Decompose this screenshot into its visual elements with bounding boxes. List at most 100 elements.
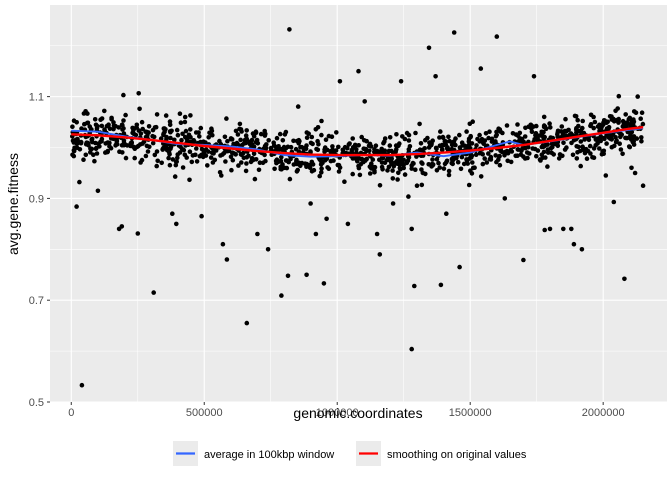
data-point <box>473 152 479 157</box>
data-point <box>94 145 99 151</box>
data-point <box>509 149 515 154</box>
data-point <box>372 149 377 155</box>
x-tick-label: 1500000 <box>449 407 492 419</box>
data-point <box>446 134 451 140</box>
data-point <box>307 165 313 170</box>
data-point <box>279 293 284 298</box>
data-point <box>224 148 230 154</box>
data-point <box>426 145 432 150</box>
data-point <box>451 157 456 163</box>
data-point <box>319 132 324 138</box>
data-point <box>639 135 644 140</box>
data-point <box>295 104 301 109</box>
data-point <box>493 139 498 144</box>
data-point <box>284 165 290 171</box>
data-point <box>182 152 188 158</box>
data-point <box>470 165 476 171</box>
data-point <box>426 45 432 51</box>
data-point <box>274 157 280 162</box>
data-point <box>413 167 418 172</box>
data-point <box>574 156 580 161</box>
data-point <box>548 146 554 151</box>
data-point <box>185 135 190 141</box>
data-point <box>457 264 462 270</box>
data-point <box>82 121 87 127</box>
data-point <box>130 125 135 131</box>
data-point <box>310 161 316 167</box>
data-point <box>190 153 196 158</box>
data-point <box>99 116 105 121</box>
data-point <box>480 140 486 145</box>
data-point <box>174 127 180 133</box>
data-point <box>604 133 609 138</box>
data-point <box>578 139 584 144</box>
data-point <box>518 152 524 157</box>
data-point <box>323 137 329 142</box>
data-point <box>582 137 587 142</box>
data-point <box>635 94 640 99</box>
data-point <box>222 134 228 140</box>
data-point <box>187 149 193 154</box>
data-point <box>296 137 302 143</box>
data-point <box>434 146 439 151</box>
x-tick-label: 2000000 <box>582 407 625 419</box>
data-point <box>372 170 377 175</box>
data-point <box>151 290 156 295</box>
data-point <box>538 158 543 163</box>
data-point <box>257 160 263 165</box>
data-point <box>356 155 362 161</box>
data-point <box>194 159 200 164</box>
legend: average in 100kbp window smoothing on or… <box>173 441 527 466</box>
data-point <box>150 140 156 146</box>
data-point <box>395 177 400 182</box>
data-point <box>350 136 356 141</box>
data-point <box>613 108 618 114</box>
data-point <box>147 144 152 150</box>
x-tick-label: 0 <box>68 407 74 419</box>
data-point <box>406 194 411 199</box>
data-point <box>502 153 507 158</box>
data-point <box>406 155 412 160</box>
data-point <box>540 134 546 139</box>
data-point <box>377 157 382 162</box>
data-point <box>322 149 327 154</box>
data-point <box>561 226 566 232</box>
data-point <box>330 144 335 149</box>
data-point <box>417 121 422 127</box>
data-point <box>464 157 469 162</box>
data-point <box>584 156 590 161</box>
data-point <box>79 382 85 388</box>
data-point <box>444 211 449 216</box>
data-point <box>629 165 634 171</box>
data-point <box>564 145 569 150</box>
data-point <box>350 145 356 150</box>
x-axis-title: genomic.coordinates <box>293 405 422 421</box>
data-point <box>570 152 576 158</box>
data-point <box>587 143 593 149</box>
data-point <box>77 179 82 185</box>
data-point <box>308 140 314 146</box>
data-point <box>334 130 339 135</box>
data-point <box>361 138 367 143</box>
data-point <box>336 169 342 174</box>
data-point <box>364 156 370 162</box>
data-point <box>522 134 528 139</box>
data-point <box>556 156 562 161</box>
data-point <box>541 123 547 128</box>
data-point <box>291 162 297 167</box>
data-point <box>95 124 100 129</box>
data-point <box>145 149 151 154</box>
data-point <box>496 154 502 159</box>
data-point <box>547 121 552 126</box>
data-point <box>319 170 324 175</box>
data-point <box>89 137 94 142</box>
data-point <box>515 122 520 127</box>
data-point <box>217 170 223 175</box>
data-point <box>350 171 356 177</box>
data-point <box>175 155 180 161</box>
data-point <box>477 132 482 138</box>
data-point <box>123 112 128 118</box>
data-point <box>161 132 166 138</box>
data-point <box>461 161 467 167</box>
data-point <box>336 144 341 150</box>
